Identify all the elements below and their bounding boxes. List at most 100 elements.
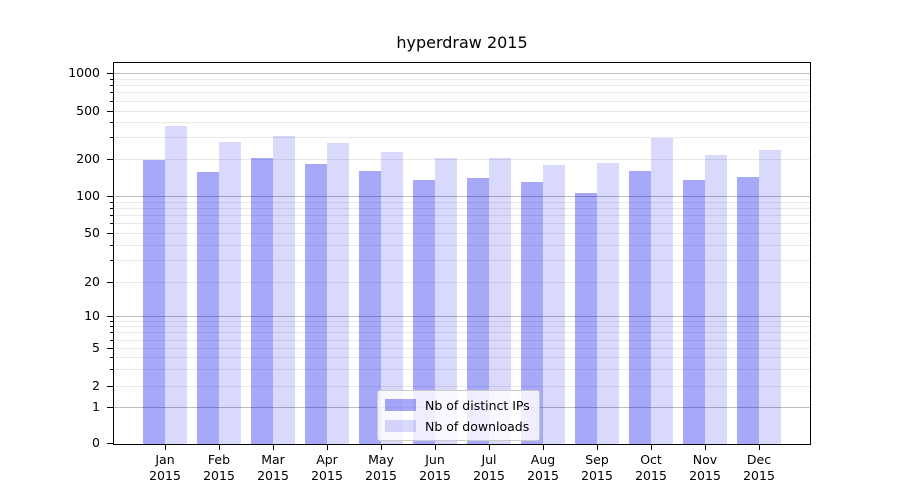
bar-ips-feb [197,171,219,444]
x-tick-label: Feb 2015 [203,452,235,483]
gridline-minor [114,357,810,359]
gridline-minor [114,233,810,234]
bar-ips-jan [143,159,165,444]
bar-ips-jul [467,178,489,444]
legend: Nb of distinct IPs Nb of downloads [377,390,540,441]
y-minor-tick [110,244,113,246]
y-minor-tick [110,78,113,80]
plot-area: Nb of distinct IPs Nb of downloads [113,62,811,445]
y-minor-tick [110,260,113,262]
bar-ips-oct [629,170,651,444]
y-minor-tick [110,369,113,371]
gridline-minor [114,369,810,371]
bar-ips-nov [683,179,705,444]
legend-row: Nb of distinct IPs [385,397,530,413]
gridline-minor [114,78,810,80]
y-minor-tick [110,215,113,217]
legend-swatch [385,420,416,432]
y-major-tick [107,110,113,112]
bar-downloads-may [381,152,403,444]
bar-ips-dec [737,176,759,444]
gridline-minor [114,339,810,341]
gridline-major [114,316,810,318]
x-tick [327,445,328,450]
y-major-tick [107,316,113,317]
gridline-minor [114,282,810,283]
x-tick [705,445,706,450]
bar-ips-mar [251,158,273,444]
x-tick-label: May 2015 [365,452,397,483]
bar-ips-may [359,170,381,444]
y-major-tick [107,443,113,444]
y-major-tick [107,73,113,74]
y-tick-label: 1000 [68,65,100,80]
y-minor-tick [110,85,113,87]
bar-downloads-nov [705,155,727,444]
legend-row: Nb of downloads [385,418,530,434]
gridline-minor [114,137,810,139]
x-tick [381,445,382,450]
y-tick-label: 2 [92,378,100,393]
y-tick-label: 10 [84,308,100,323]
y-minor-tick [110,223,113,225]
gridline-minor [114,244,810,246]
bar-ips-jun [413,179,435,444]
y-minor-tick [110,92,113,94]
y-major-tick [107,281,113,283]
gridline-minor [114,332,810,334]
y-minor-tick [110,137,113,139]
y-major-tick [107,158,113,160]
x-tick-label: Apr 2015 [311,452,343,483]
x-tick-label: Jun 2015 [419,452,451,483]
gridline-minor [114,110,810,112]
x-tick [489,445,490,450]
y-major-tick [107,195,113,197]
y-tick-label: 100 [76,187,100,203]
y-minor-tick [110,357,113,359]
gridline-minor [114,158,810,160]
gridline-minor [114,207,810,209]
x-tick-label: Jan 2015 [149,452,181,483]
x-tick-label: Dec 2015 [743,452,775,483]
y-tick-label: 500 [76,102,100,118]
legend-swatch [385,399,416,411]
y-minor-tick [110,320,113,322]
y-major-tick [107,386,113,387]
x-tick [435,445,436,450]
y-major-tick [107,348,113,350]
gridline-minor [114,215,810,217]
x-tick [273,445,274,450]
bar-downloads-aug [543,165,565,444]
gridline-minor [114,348,810,350]
gridline-minor [114,100,810,102]
x-tick-label: Jul 2015 [473,452,505,483]
y-tick-label: 1 [92,398,100,414]
gridline-minor [114,260,810,262]
bar-ips-aug [521,181,543,444]
y-minor-tick [110,201,113,203]
y-major-tick [107,232,113,234]
bar-ips-apr [305,163,327,444]
x-tick [543,445,544,450]
y-minor-tick [110,339,113,341]
bar-downloads-sep [597,163,619,444]
bar-downloads-apr [327,142,349,444]
gridline-minor [114,326,810,328]
x-tick [219,445,220,450]
legend-label: Nb of distinct IPs [425,397,530,413]
y-minor-tick [110,326,113,328]
bar-downloads-oct [651,138,673,444]
bar-downloads-jan [165,125,187,444]
gridline-minor [114,122,810,124]
bar-downloads-feb [219,141,241,444]
chart-title: hyperdraw 2015 [396,33,528,52]
gridline-major [114,196,810,197]
y-tick-label: 20 [84,273,100,289]
bar-downloads-dec [759,149,781,444]
y-minor-tick [110,207,113,209]
gridline-minor [114,386,810,388]
x-tick-label: Mar 2015 [257,452,289,483]
y-major-tick [107,406,113,408]
gridline-minor [114,85,810,87]
